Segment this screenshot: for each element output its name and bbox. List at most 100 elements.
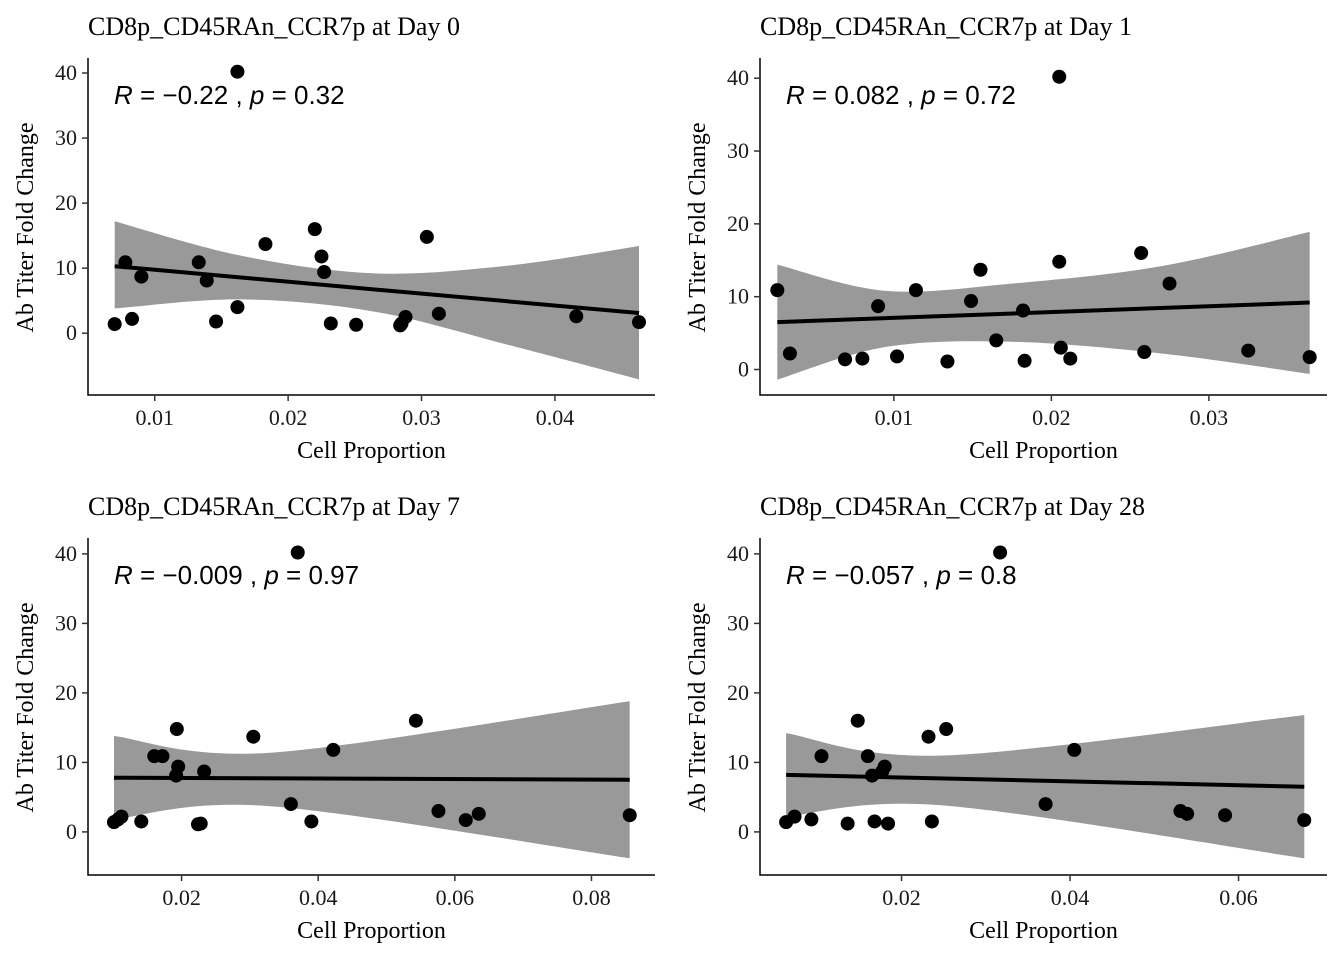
x-tick-label: 0.03 — [1190, 405, 1229, 430]
x-axis-label: Cell Proportion — [969, 918, 1118, 944]
data-point — [197, 764, 212, 779]
data-point — [838, 352, 853, 367]
data-point — [840, 816, 855, 831]
x-tick-label: 0.06 — [1219, 885, 1258, 910]
data-point — [782, 346, 797, 361]
data-point — [408, 713, 423, 728]
data-point — [877, 759, 892, 774]
y-tick-label: 20 — [727, 211, 749, 236]
data-point — [193, 816, 208, 831]
data-point — [921, 729, 936, 744]
y-tick-label: 10 — [727, 284, 749, 309]
data-point — [804, 812, 819, 827]
scatter-panel-1: 0 10 20 30 40 0.01 0.02 0.03 0.04 CD8p_CD45RAn_CC… — [13, 12, 655, 464]
scatter-panel-2: 0 10 20 30 40 0.01 0.02 0.03 CD8p_CD45RAn_CCR7p … — [685, 12, 1327, 464]
r-value: −0.22 — [162, 80, 228, 110]
data-point — [169, 722, 184, 737]
data-point — [569, 309, 584, 324]
data-point — [1297, 813, 1312, 828]
correlation-annotation: R = −0.009 , p = 0.97 — [114, 560, 359, 590]
data-point — [1017, 353, 1032, 368]
data-point — [230, 64, 245, 79]
y-tick-label: 0 — [738, 357, 749, 382]
data-point — [1016, 303, 1031, 318]
data-point — [258, 237, 273, 252]
y-tick-label: 20 — [727, 680, 749, 705]
y-tick-label: 40 — [727, 541, 749, 566]
data-point — [871, 299, 886, 314]
y-tick-label: 40 — [55, 60, 77, 85]
correlation-annotation: R = 0.082 , p = 0.72 — [786, 80, 1016, 110]
data-point — [199, 273, 214, 288]
data-point — [431, 804, 446, 819]
x-tick-label: 0.02 — [1032, 405, 1071, 430]
y-tick-label: 10 — [55, 255, 77, 280]
data-point — [283, 797, 298, 812]
data-point — [924, 814, 939, 829]
x-tick-label: 0.04 — [536, 405, 575, 430]
data-point — [290, 545, 305, 560]
confidence-band — [114, 221, 639, 380]
panel-title: CD8p_CD45RAn_CCR7p at Day 28 — [760, 492, 1145, 521]
data-point — [125, 311, 140, 326]
y-axis-label: Ab Titer Fold Change — [13, 122, 39, 332]
data-point — [304, 814, 319, 829]
data-point — [890, 349, 905, 364]
data-point — [1302, 350, 1317, 365]
data-point — [1162, 276, 1177, 291]
data-point — [323, 316, 338, 331]
data-point — [155, 749, 170, 764]
x-tick-label: 0.01 — [135, 405, 174, 430]
regression-line — [777, 300, 1310, 325]
panel-title: CD8p_CD45RAn_CCR7p at Day 1 — [760, 12, 1132, 41]
data-point — [431, 306, 446, 321]
data-point — [1134, 245, 1149, 260]
data-point — [1052, 69, 1067, 84]
y-tick-label: 30 — [727, 138, 749, 163]
data-point — [317, 265, 332, 280]
data-point — [940, 354, 955, 369]
data-point — [398, 309, 413, 324]
data-point — [1241, 343, 1256, 358]
x-tick-label: 0.01 — [875, 405, 914, 430]
data-point — [939, 722, 954, 737]
x-tick-label: 0.06 — [436, 885, 475, 910]
data-point — [118, 255, 133, 270]
scatter-panel-3: 0 10 20 30 40 0.02 0.04 0.06 0.08 CD8p_CD45RAn_CC… — [13, 492, 655, 944]
data-point — [209, 314, 224, 329]
data-point — [989, 333, 1004, 348]
x-axis-label: Cell Proportion — [297, 438, 446, 464]
correlation-annotation: R = −0.22 , p = 0.32 — [114, 80, 345, 110]
y-axis-label: Ab Titer Fold Change — [685, 122, 711, 332]
data-point — [787, 809, 802, 824]
y-tick-label: 0 — [738, 819, 749, 844]
data-point — [307, 222, 322, 237]
data-point — [860, 749, 875, 764]
data-point — [1038, 797, 1053, 812]
y-tick-label: 20 — [55, 190, 77, 215]
y-tick-label: 30 — [55, 125, 77, 150]
data-point — [867, 814, 882, 829]
scatter-panel-4: 0 10 20 30 40 0.02 0.04 0.06 CD8p_CD45RAn_CCR7p … — [685, 492, 1327, 944]
x-tick-label: 0.02 — [162, 885, 201, 910]
y-tick-label: 0 — [66, 819, 77, 844]
p-value: 0.97 — [308, 560, 359, 590]
data-point — [622, 808, 637, 823]
data-point — [908, 283, 923, 298]
data-point — [134, 269, 149, 284]
r-value: −0.009 — [162, 560, 242, 590]
data-point — [419, 229, 434, 244]
x-tick-label: 0.03 — [402, 405, 441, 430]
data-point — [631, 315, 646, 330]
x-axis-label: Cell Proportion — [969, 438, 1118, 464]
y-axis-label: Ab Titer Fold Change — [13, 602, 39, 812]
y-tick-label: 10 — [55, 749, 77, 774]
data-point — [191, 255, 206, 270]
data-point — [881, 816, 896, 831]
y-tick-label: 40 — [727, 65, 749, 90]
x-tick-label: 0.08 — [572, 885, 611, 910]
y-tick-label: 20 — [55, 680, 77, 705]
data-point — [1180, 806, 1195, 821]
x-tick-label: 0.04 — [299, 885, 338, 910]
